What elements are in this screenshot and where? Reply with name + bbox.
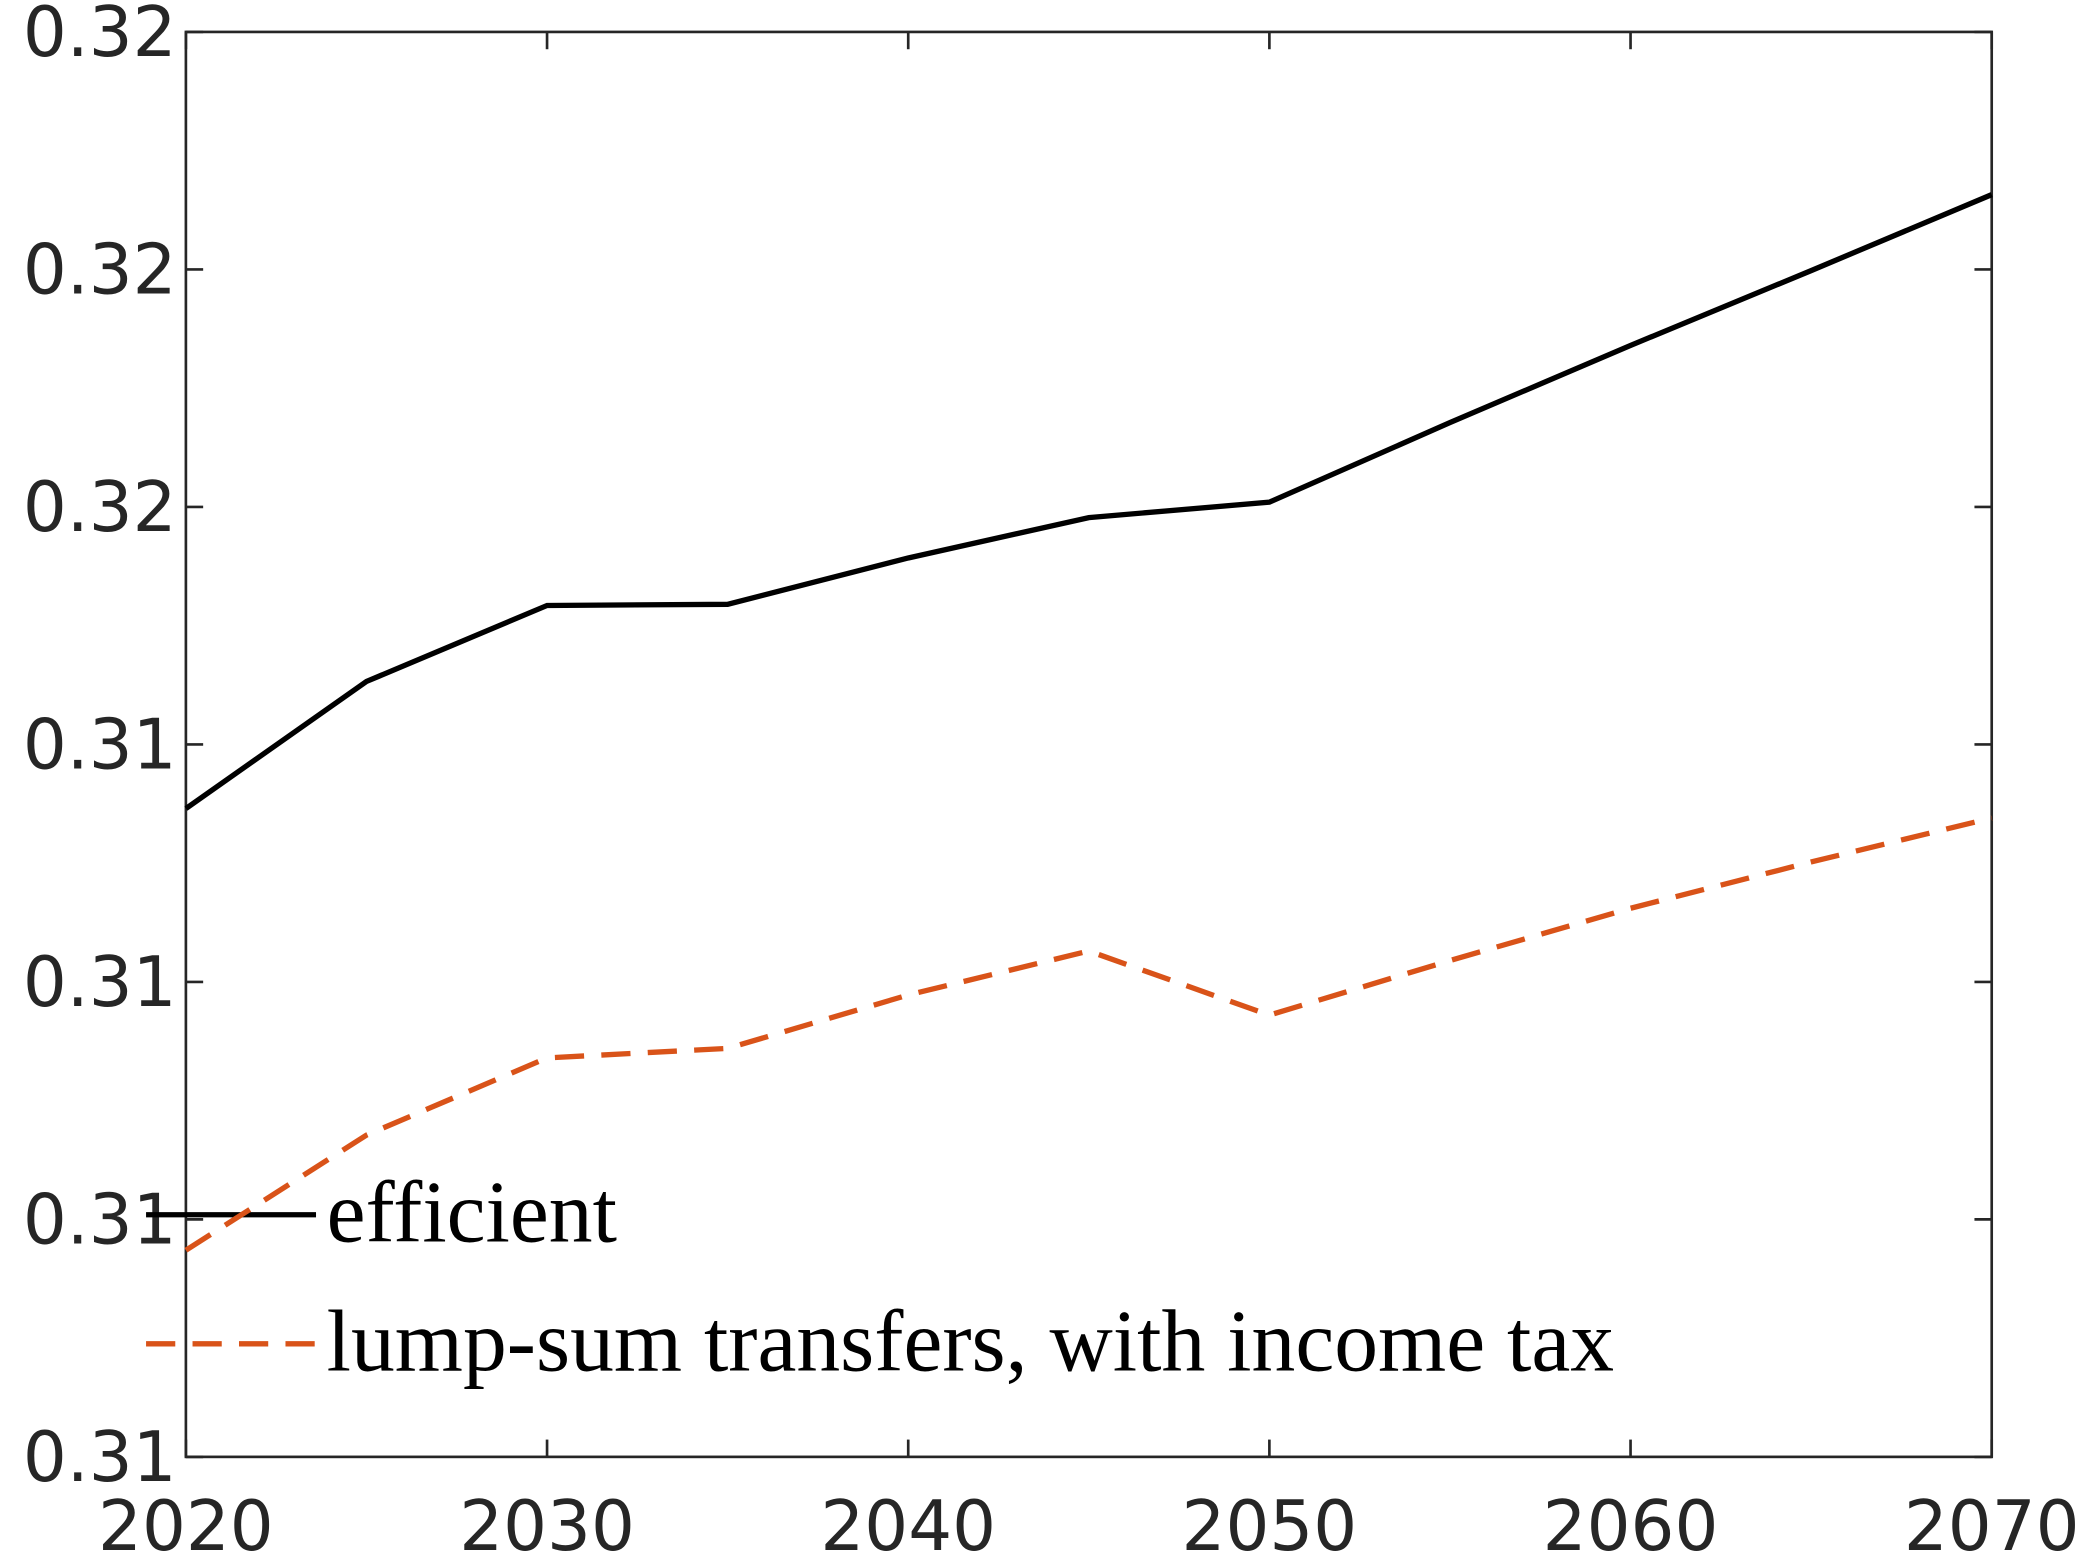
y-tick-label: 0.32	[23, 468, 177, 548]
x-tick-label: 2030	[459, 1487, 635, 1554]
y-tick-label: 0.31	[23, 943, 177, 1023]
x-tick-label: 2070	[1904, 1487, 2080, 1554]
x-tick-label: 2060	[1543, 1487, 1719, 1554]
y-tick-label: 0.31	[23, 1180, 177, 1260]
series-line	[184, 815, 1993, 1253]
y-tick-label: 0.31	[23, 705, 177, 785]
y-tick-label: 0.31	[23, 1418, 177, 1498]
x-tick-label: 2020	[98, 1487, 274, 1554]
series-line	[184, 192, 1993, 811]
y-tick-label: 0.32	[23, 0, 177, 73]
legend-label: efficient	[327, 1163, 617, 1260]
y-tick-label: 0.32	[23, 230, 177, 310]
legend-label: lump-sum transfers, with income tax	[327, 1292, 1614, 1389]
x-tick-label: 2040	[820, 1487, 996, 1554]
plot-frame	[184, 30, 1994, 1459]
x-tick-label: 2050	[1182, 1487, 1358, 1554]
